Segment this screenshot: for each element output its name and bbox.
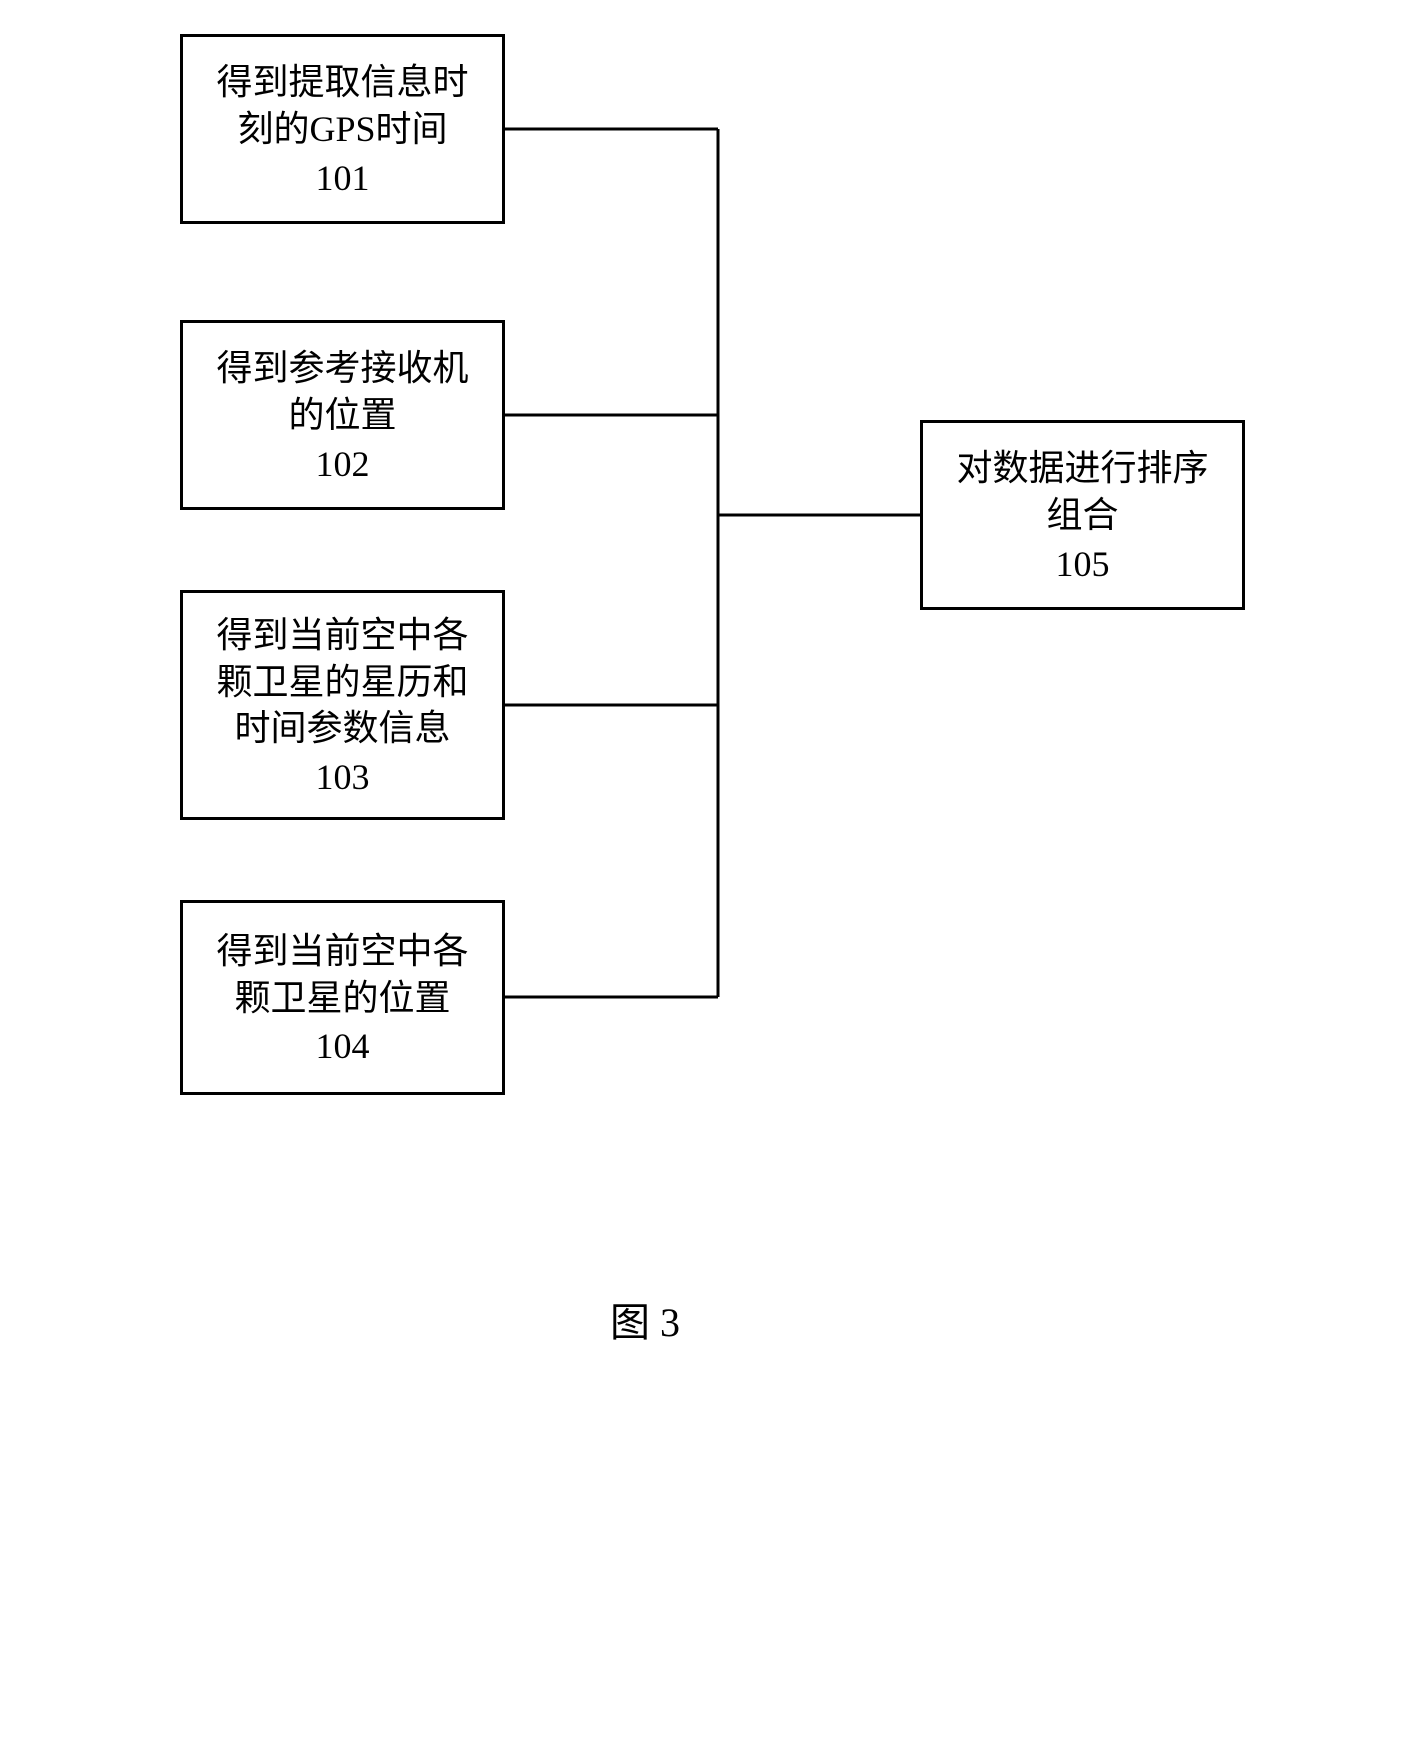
box-102-number: 102 — [316, 443, 370, 485]
box-102-line2: 的位置 — [288, 392, 396, 439]
figure-caption: 图 3 — [610, 1290, 680, 1348]
box-101: 得到提取信息时 刻的GPS时间 101 — [180, 34, 505, 224]
box-105: 对数据进行排序 组合 105 — [920, 420, 1245, 610]
box-103-line3: 时间参数信息 — [234, 705, 450, 752]
box-102-line1: 得到参考接收机 — [216, 345, 468, 392]
box-101-number: 101 — [316, 157, 370, 199]
box-103-number: 103 — [316, 756, 370, 798]
box-101-line1: 得到提取信息时 — [216, 59, 468, 106]
box-104-line1: 得到当前空中各 — [216, 928, 468, 975]
box-103: 得到当前空中各 颗卫星的星历和 时间参数信息 103 — [180, 590, 505, 820]
box-104: 得到当前空中各 颗卫星的位置 104 — [180, 900, 505, 1095]
connector-lines — [0, 0, 1410, 1753]
box-101-line2: 刻的GPS时间 — [237, 106, 447, 153]
box-102: 得到参考接收机 的位置 102 — [180, 320, 505, 510]
box-103-line1: 得到当前空中各 — [216, 612, 468, 659]
box-105-number: 105 — [1056, 543, 1110, 585]
box-105-line2: 组合 — [1046, 492, 1118, 539]
box-103-line2: 颗卫星的星历和 — [216, 659, 468, 706]
box-104-number: 104 — [316, 1025, 370, 1067]
box-105-line1: 对数据进行排序 — [956, 445, 1208, 492]
box-104-line2: 颗卫星的位置 — [234, 975, 450, 1022]
